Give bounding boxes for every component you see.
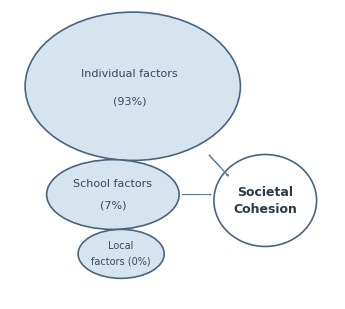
Ellipse shape <box>78 229 164 278</box>
FancyArrowPatch shape <box>209 155 229 176</box>
Text: factors (0%): factors (0%) <box>91 256 151 266</box>
Text: Societal: Societal <box>237 186 293 199</box>
Ellipse shape <box>25 12 240 160</box>
Circle shape <box>214 154 317 247</box>
Text: Cohesion: Cohesion <box>233 203 297 217</box>
Text: Local: Local <box>108 241 134 252</box>
Text: Individual factors: Individual factors <box>81 70 178 79</box>
Text: (93%): (93%) <box>113 96 146 106</box>
FancyArrowPatch shape <box>183 194 211 195</box>
Ellipse shape <box>47 160 179 229</box>
Text: (7%): (7%) <box>100 201 126 211</box>
Text: School factors: School factors <box>73 179 152 189</box>
